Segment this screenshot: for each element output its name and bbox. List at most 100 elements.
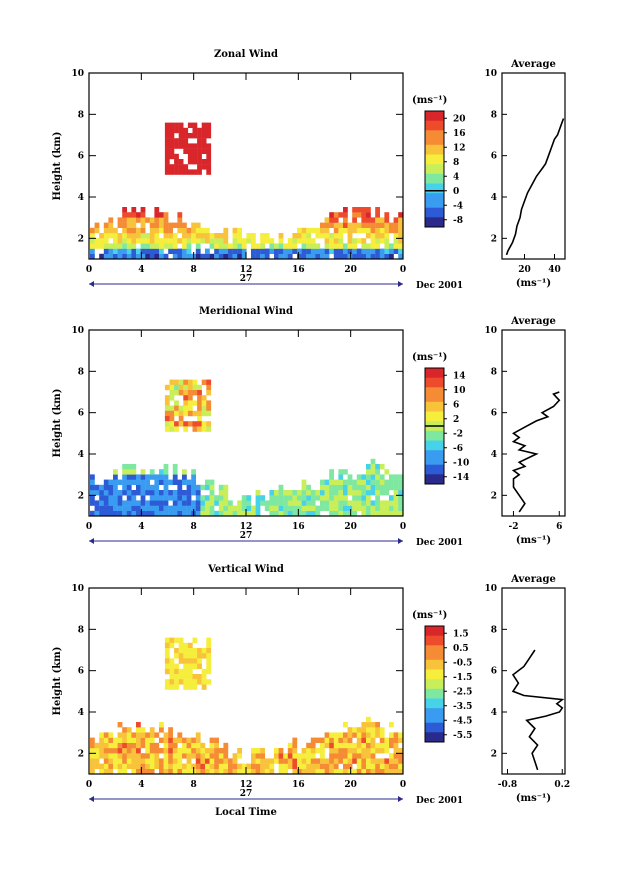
heatmap-cell [329,222,334,228]
heatmap-cell [329,742,334,749]
heatmap-cell [90,742,95,749]
heatmap-cell [131,233,137,239]
heatmap-cell [361,510,367,517]
heatmap-cell [113,253,118,260]
colorbar-segment [425,125,444,131]
heatmap-cell [287,510,293,517]
heatmap-cell [398,479,403,485]
heatmap-cell [145,753,150,759]
heatmap-cell [131,768,137,775]
heatmap-cell [131,500,137,506]
heatmap-cell [297,510,302,517]
heatmap-cell [320,253,325,260]
colorbar-tick-label: -3.5 [453,702,472,712]
heatmap-cell [126,227,132,234]
heatmap-cell [174,405,179,411]
heatmap-cell [136,253,141,260]
heatmap-cell [333,768,339,775]
heatmap-cell [361,253,367,260]
heatmap-cell [338,484,344,491]
heatmap-cell [140,758,146,764]
heatmap-cell [306,490,311,496]
y-tick-label: 4 [78,708,84,718]
heatmap-cell [140,243,146,249]
heatmap-cell [172,753,178,759]
heatmap-cell [297,490,302,496]
heatmap-cell [329,233,334,239]
heatmap-cell [375,484,380,491]
heatmap-cell [223,500,229,506]
heatmap-cell [108,505,114,511]
heatmap-cell [292,243,298,249]
heatmap-cell [103,748,109,754]
heatmap-cell [108,763,114,769]
heatmap-cell [393,474,399,480]
heatmap-cell [347,748,353,754]
heatmap-cell [214,758,219,764]
heatmap-cell [169,421,175,427]
heatmap-cell [223,768,229,775]
heatmap-cell [164,637,170,643]
colorbar-segment [425,217,444,223]
heatmap-cell [183,395,189,401]
y-tick-label: 6 [78,152,84,162]
heatmap-cell [174,122,179,128]
heatmap-cell [223,753,229,759]
heatmap-cell [389,732,394,738]
heatmap-cell [320,758,325,764]
heatmap-cell [94,505,100,511]
heatmap-cell [191,484,196,491]
y-axis-label: Height (km) [52,389,63,458]
heatmap-cell [246,768,252,775]
heatmap-cell [172,742,178,749]
heatmap-cell [205,227,210,234]
heatmap-cell [352,505,357,511]
heatmap-cell [324,243,330,249]
heatmap-cell [237,238,242,244]
heatmap-cell [94,758,100,764]
heatmap-cell [274,753,279,759]
heatmap-cells [90,379,403,517]
heatmap-cell [117,233,123,239]
heatmap-cell [343,500,348,506]
heatmap-cell [228,768,233,775]
heatmap-cell [205,479,210,485]
heatmap-cell [398,505,403,511]
heatmap-cell [255,253,261,260]
heatmap-cell [366,469,371,475]
heatmap-cell [177,763,183,769]
heatmap-cell [347,222,353,228]
heatmap-cell [264,500,270,506]
heatmap-cell [169,684,175,690]
heatmap-cell [178,410,184,417]
heatmap-cell [324,233,330,239]
heatmap-cell [122,217,127,223]
x-axis-label: Local Time [215,807,277,818]
x-tick-label: 20 [344,780,357,790]
heatmap-cell [201,159,207,165]
heatmap-cell [398,474,403,480]
heatmap-cell [209,737,215,743]
colorbar-tick-label: 14 [453,371,466,381]
heatmap-cell [278,768,284,775]
heatmap-cell [195,248,201,254]
heatmap-cell [126,217,132,223]
heatmap-cell [169,410,175,417]
heatmap-cell [338,253,344,260]
heatmap-cell [329,732,334,738]
heatmap-cell [214,233,219,239]
heatmap-cell [206,405,212,411]
heatmap-cell [352,748,357,754]
heatmap-cell [126,233,132,239]
heatmap-cell [209,505,215,511]
heatmap-cell [333,490,339,496]
heatmap-cell [94,510,100,517]
heatmap-cell [192,674,198,680]
heatmap-cell [183,127,189,134]
heatmap-cell [103,753,109,759]
heatmap-cell [379,768,385,775]
heatmap-cell [352,753,357,759]
heatmap-cell [338,490,344,496]
heatmap-cell [306,748,311,754]
heatmap-cell [192,663,198,669]
